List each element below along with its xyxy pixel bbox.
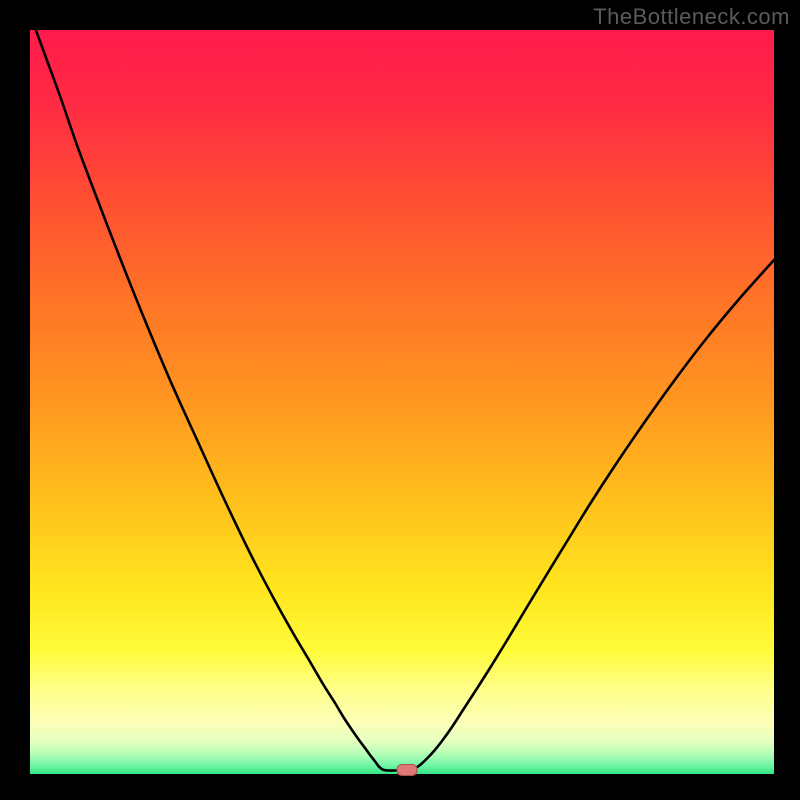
gradient-background: [30, 30, 774, 774]
chart-container: TheBottleneck.com: [0, 0, 800, 800]
watermark-text: TheBottleneck.com: [593, 4, 790, 30]
optimal-point-marker: [397, 765, 417, 776]
bottleneck-curve-chart: [0, 0, 800, 800]
